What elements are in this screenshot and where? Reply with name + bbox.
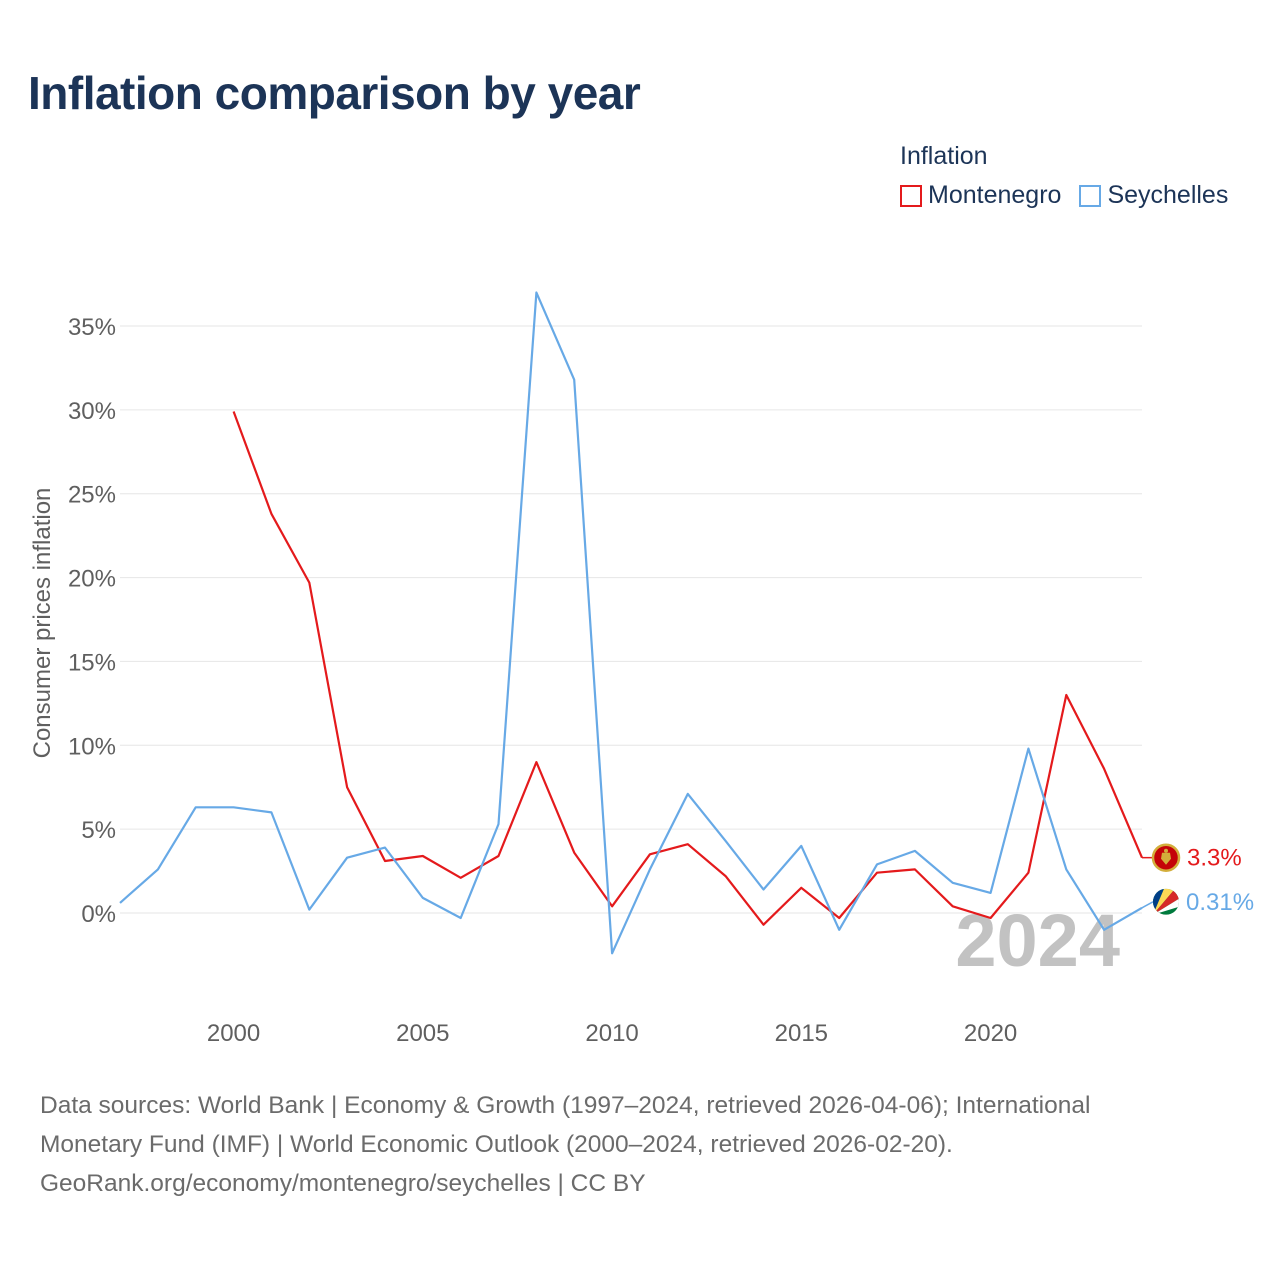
page-title: Inflation comparison by year	[28, 67, 641, 119]
end-labels: 3.3% 0.31%	[1186, 845, 1254, 916]
y-axis-label: Consumer prices inflation	[29, 488, 56, 759]
series-line-montenegro	[232, 411, 1144, 926]
x-tick-label: 2000	[207, 1020, 260, 1047]
line-chart: 2024 0% 5% 10% 15% 20% 25% 30% 35% 2000 2005 2010…	[29, 291, 1254, 1047]
y-tick-label: 0%	[81, 901, 116, 928]
y-axis-ticks: 0% 5% 10% 15% 20% 25% 30% 35%	[68, 314, 116, 928]
legend: Inflation Montenegro Seychelles	[900, 142, 1228, 210]
seychelles-flag-icon	[1153, 888, 1179, 915]
x-axis-ticks: 2000 2005 2010 2015 2020	[207, 1020, 1017, 1047]
sources-line-3: GeoRank.org/economy/montenegro/seychelle…	[40, 1170, 646, 1197]
y-tick-label: 30%	[68, 398, 116, 425]
end-label-montenegro: 3.3%	[1187, 845, 1242, 872]
grid-lines	[120, 325, 1142, 914]
x-tick-label: 2015	[775, 1020, 828, 1047]
legend-title: Inflation	[900, 142, 988, 170]
legend-label-seychelles: Seychelles	[1107, 181, 1229, 209]
legend-swatch-seychelles	[1079, 184, 1102, 207]
x-tick-label: 2010	[585, 1020, 638, 1047]
legend-item-seychelles[interactable]: Seychelles	[1079, 181, 1228, 210]
legend-item-montenegro[interactable]: Montenegro	[900, 181, 1061, 210]
series-lines	[119, 291, 1154, 955]
sources-line-1: Data sources: World Bank | Economy & Gro…	[40, 1092, 1091, 1119]
year-watermark: 2024	[955, 899, 1120, 982]
y-tick-label: 15%	[68, 649, 116, 676]
x-tick-label: 2005	[396, 1020, 449, 1047]
legend-swatch-montenegro	[900, 184, 922, 207]
legend-label-montenegro: Montenegro	[928, 181, 1062, 209]
end-markers	[1151, 843, 1181, 915]
data-sources: Data sources: World Bank | Economy & Gro…	[40, 1086, 1240, 1203]
end-label-seychelles: 0.31%	[1186, 889, 1254, 916]
montenegro-flag-icon	[1151, 843, 1181, 872]
series-line-seychelles	[119, 291, 1143, 955]
y-tick-label: 5%	[81, 817, 116, 844]
y-tick-label: 20%	[68, 566, 116, 593]
y-tick-label: 35%	[68, 314, 116, 341]
sources-line-2: Monetary Fund (IMF) | World Economic Out…	[40, 1131, 953, 1158]
y-tick-label: 25%	[68, 482, 116, 509]
x-tick-label: 2020	[964, 1020, 1017, 1047]
y-tick-label: 10%	[68, 733, 116, 760]
end-connector-seychelles	[1141, 901, 1154, 909]
